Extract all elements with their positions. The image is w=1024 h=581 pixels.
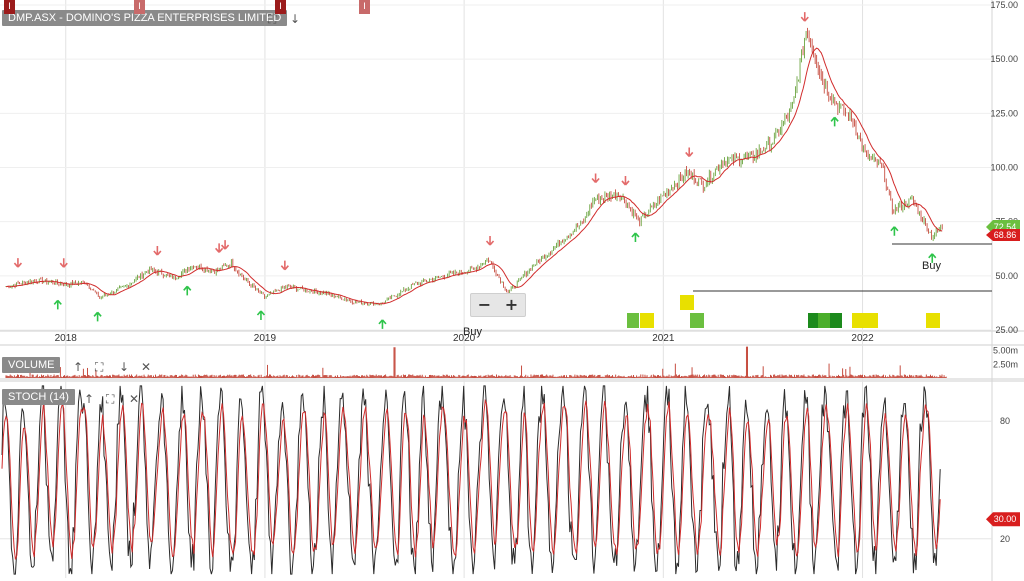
event-marker-box <box>830 313 842 328</box>
event-marker-box <box>852 313 866 328</box>
price-tick-label: 100.00 <box>990 163 1018 173</box>
event-marker-box <box>690 313 704 328</box>
zoom-out-button[interactable]: − <box>477 295 492 314</box>
up-arrow <box>890 226 899 236</box>
moving-average-line <box>5 47 943 305</box>
down-arrow <box>215 243 224 253</box>
zoom-controls: − + <box>470 293 526 317</box>
arrow-down-icon[interactable]: ↓ <box>290 12 301 26</box>
down-arrow <box>800 12 809 22</box>
down-arrow <box>280 260 289 271</box>
event-marker-box <box>640 313 654 328</box>
volume-bars <box>5 346 947 378</box>
event-marker[interactable]: I <box>275 0 286 14</box>
last-price-label: 72.54 <box>994 222 1017 232</box>
stoch-value-tag <box>986 512 1020 527</box>
event-marker-box <box>627 313 639 328</box>
fullscreen-icon[interactable]: ⛶ <box>95 360 104 374</box>
up-arrow <box>928 253 937 263</box>
price-tick-label: 175.00 <box>990 0 1018 10</box>
down-arrow <box>59 258 68 268</box>
stoch-panel-label: STOCH (14) <box>2 389 75 405</box>
volume-panel-label: VOLUME <box>2 357 61 373</box>
close-icon[interactable]: ✕ <box>141 360 152 374</box>
arrow-up-icon[interactable]: ↑ <box>73 360 84 374</box>
event-marker-box <box>808 313 818 328</box>
price-tick-label: 50.00 <box>995 271 1018 281</box>
stoch-value-label: 30.00 <box>994 514 1017 524</box>
arrow-down-icon[interactable]: ↓ <box>119 360 130 374</box>
up-arrow <box>631 232 640 243</box>
ma-price-label: 68.86 <box>994 230 1017 240</box>
event-marker-box <box>864 313 878 328</box>
up-arrow <box>830 116 839 127</box>
up-arrow <box>53 299 62 310</box>
axes: 2018201920202021202225.0050.0075.00100.0… <box>55 0 1018 544</box>
close-icon[interactable]: ✕ <box>129 392 140 406</box>
price-candles <box>5 27 943 307</box>
buy-signal-label: Buy <box>463 326 482 338</box>
x-tick-label: 2022 <box>851 333 874 344</box>
buy-signal-label: Buy <box>922 260 941 272</box>
fullscreen-icon[interactable]: ⛶ <box>106 392 115 406</box>
down-arrow <box>591 173 600 184</box>
signal-arrows <box>13 12 937 329</box>
price-tick-label: 150.00 <box>990 54 1018 64</box>
price-tick-label: 125.00 <box>990 108 1018 118</box>
down-arrow <box>13 258 23 268</box>
event-marker[interactable]: I <box>4 0 15 14</box>
stoch-tick-label: 80 <box>1000 416 1010 426</box>
x-tick-label: 2019 <box>254 333 277 344</box>
price-tick-label: 25.00 <box>995 325 1018 335</box>
x-tick-label: 2018 <box>55 333 78 344</box>
down-arrow <box>621 175 630 186</box>
event-marker-box <box>680 295 694 310</box>
down-arrow <box>220 240 230 250</box>
up-arrow <box>378 319 387 329</box>
event-marker-box <box>926 313 940 328</box>
event-marker[interactable]: I <box>359 0 370 14</box>
x-tick-label: 2021 <box>652 333 675 344</box>
stoch-d-line <box>1 398 941 560</box>
up-arrow <box>183 285 192 296</box>
ma-price-tag <box>986 228 1020 241</box>
x-tick-label: 2020 <box>453 333 476 344</box>
down-arrow <box>153 246 162 256</box>
stoch-k-line <box>1 385 941 575</box>
up-arrow <box>256 310 266 321</box>
down-arrow <box>485 235 495 246</box>
arrow-up-icon[interactable]: ↑ <box>84 392 95 406</box>
volume-tick-label: 2.50m <box>993 359 1018 369</box>
event-marker-box <box>818 313 830 328</box>
stoch-tick-label: 20 <box>1000 534 1010 544</box>
zoom-in-button[interactable]: + <box>504 295 519 314</box>
fullscreen-icon[interactable]: ⛶ <box>268 12 277 26</box>
chart-title: DMP.ASX - DOMINO'S PIZZA ENTERPRISES LIM… <box>2 10 288 26</box>
volume-tick-label: 5.00m <box>993 346 1018 356</box>
event-marker[interactable]: I <box>134 0 145 14</box>
up-arrow <box>93 311 102 322</box>
down-arrow <box>685 147 694 157</box>
